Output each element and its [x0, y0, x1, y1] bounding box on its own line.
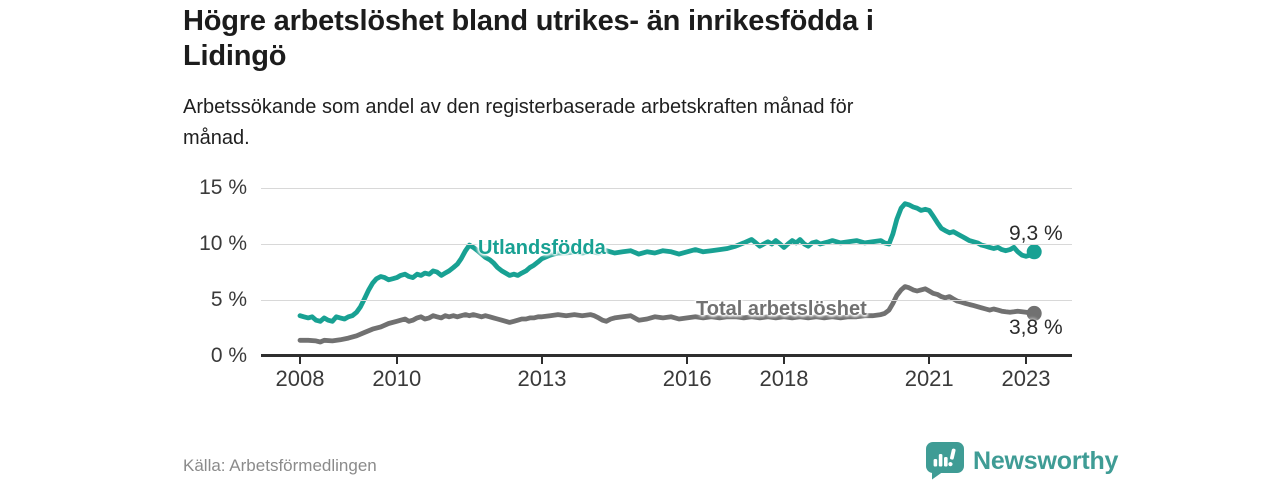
x-tick-mark-2016	[686, 357, 689, 364]
gridline-15	[261, 187, 1072, 189]
chart-subtitle-line-2: månad.	[183, 127, 250, 149]
end-value-label-utlandsfodda: 9,3 %	[1009, 222, 1063, 245]
x-tick-mark-2013	[541, 357, 543, 364]
chart-subtitle: Arbetssökande som andel av den registerb…	[183, 92, 853, 154]
y-tick-label-15: 15 %	[199, 176, 247, 199]
x-tick-mark-2023	[1025, 357, 1027, 364]
x-tick-label-2023: 2023	[1001, 366, 1051, 391]
gridline-10	[261, 243, 1072, 245]
series-line-1	[297, 284, 1037, 345]
x-tick-mark-2008	[299, 357, 301, 364]
x-axis-line	[261, 354, 1072, 357]
newsworthy-logo-icon	[926, 442, 964, 480]
newsworthy-logo-link[interactable]: Newsworthy	[926, 442, 1118, 480]
series-label-utlandsfodda: Utlandsfödda	[478, 237, 606, 259]
gridline-5	[261, 299, 1072, 301]
series-label-total-arbetsloshet: Total arbetslöshet	[696, 298, 867, 320]
y-tick-label-0: 0 %	[210, 344, 247, 367]
x-tick-mark-2010	[395, 357, 398, 364]
x-tick-label-2018: 2018	[759, 366, 809, 391]
series-end-dot-0	[1026, 244, 1042, 260]
x-tick-label-2021: 2021	[904, 366, 954, 391]
end-value-label-total-arbetsloshet: 3,8 %	[1009, 316, 1063, 339]
x-tick-label-2008: 2008	[275, 366, 325, 391]
y-tick-label-5: 5 %	[210, 288, 247, 311]
page-title-line-1: Högre arbetslöshet bland utrikes- än inr…	[183, 5, 874, 37]
x-tick-mark-2018	[783, 357, 785, 364]
y-tick-label-10: 10 %	[199, 232, 247, 255]
series-line-0	[297, 201, 1037, 324]
x-tick-label-2013: 2013	[517, 366, 567, 391]
source-note: Källa: Arbetsförmedlingen	[183, 456, 377, 475]
x-tick-label-2016: 2016	[662, 366, 712, 391]
chart-subtitle-line-1: Arbetssökande som andel av den registerb…	[183, 96, 854, 118]
x-tick-mark-2021	[928, 357, 931, 364]
x-tick-label-2010: 2010	[372, 366, 422, 391]
page-title: Högre arbetslöshet bland utrikes- än inr…	[183, 4, 874, 74]
page-title-line-2: Lidingö	[183, 40, 287, 72]
newsworthy-wordmark: Newsworthy	[973, 446, 1119, 475]
